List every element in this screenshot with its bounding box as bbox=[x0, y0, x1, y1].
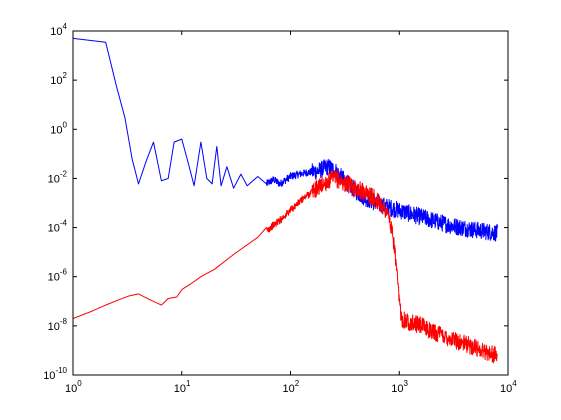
y-tick-label-exponent: 2 bbox=[63, 71, 68, 80]
y-tick-label-exponent: -8 bbox=[60, 317, 68, 326]
x-tick-label-exponent: 2 bbox=[295, 379, 300, 388]
x-tick-label: 102 bbox=[283, 379, 300, 395]
x-tick-label-base: 10 bbox=[283, 383, 295, 395]
series-line-2 bbox=[73, 170, 498, 364]
y-tick-label-base: 10 bbox=[43, 370, 55, 382]
series-layer bbox=[73, 37, 498, 364]
y-tick-label-base: 10 bbox=[48, 223, 60, 235]
tick-layer bbox=[72, 30, 509, 376]
y-tick-label-exponent: -4 bbox=[60, 219, 68, 228]
y-tick-label: 10-10 bbox=[43, 366, 67, 382]
x-tick-label-exponent: 4 bbox=[512, 379, 517, 388]
y-tick-label-exponent: -2 bbox=[60, 169, 68, 178]
x-tick-label: 104 bbox=[500, 379, 517, 395]
x-tick-label: 103 bbox=[391, 379, 408, 395]
y-tick-label: 100 bbox=[50, 120, 67, 136]
y-tick-label: 102 bbox=[50, 71, 67, 87]
x-tick-label-base: 10 bbox=[65, 383, 77, 395]
x-tick-label: 100 bbox=[65, 379, 82, 395]
x-tick-label-base: 10 bbox=[500, 383, 512, 395]
y-tick-label: 10-8 bbox=[48, 317, 68, 333]
x-tick-label-base: 10 bbox=[391, 383, 403, 395]
y-tick-label: 10-6 bbox=[48, 268, 68, 284]
tick-label-layer: 100 101 102 103 10410-1010-810-610-410-21001… bbox=[43, 22, 517, 395]
y-tick-label-exponent: -10 bbox=[55, 366, 67, 375]
x-tick-label-exponent: 1 bbox=[186, 379, 191, 388]
x-tick-label-base: 10 bbox=[174, 383, 186, 395]
y-tick-label: 10-2 bbox=[48, 169, 68, 185]
y-tick-label: 104 bbox=[50, 22, 67, 38]
y-tick-label-exponent: 0 bbox=[63, 120, 68, 129]
y-tick-label-base: 10 bbox=[50, 75, 62, 87]
y-tick-label-base: 10 bbox=[48, 321, 60, 333]
x-tick-label-exponent: 0 bbox=[77, 379, 82, 388]
y-tick-label-base: 10 bbox=[50, 124, 62, 136]
x-tick-label-exponent: 3 bbox=[404, 379, 409, 388]
y-tick-label-base: 10 bbox=[48, 173, 60, 185]
y-tick-label: 10-4 bbox=[48, 219, 68, 235]
y-tick-label-exponent: 4 bbox=[63, 22, 68, 31]
y-tick-label-exponent: -6 bbox=[60, 268, 68, 277]
x-tick-label: 101 bbox=[174, 379, 191, 395]
y-tick-label-base: 10 bbox=[48, 272, 60, 284]
y-tick-label-base: 10 bbox=[50, 26, 62, 38]
